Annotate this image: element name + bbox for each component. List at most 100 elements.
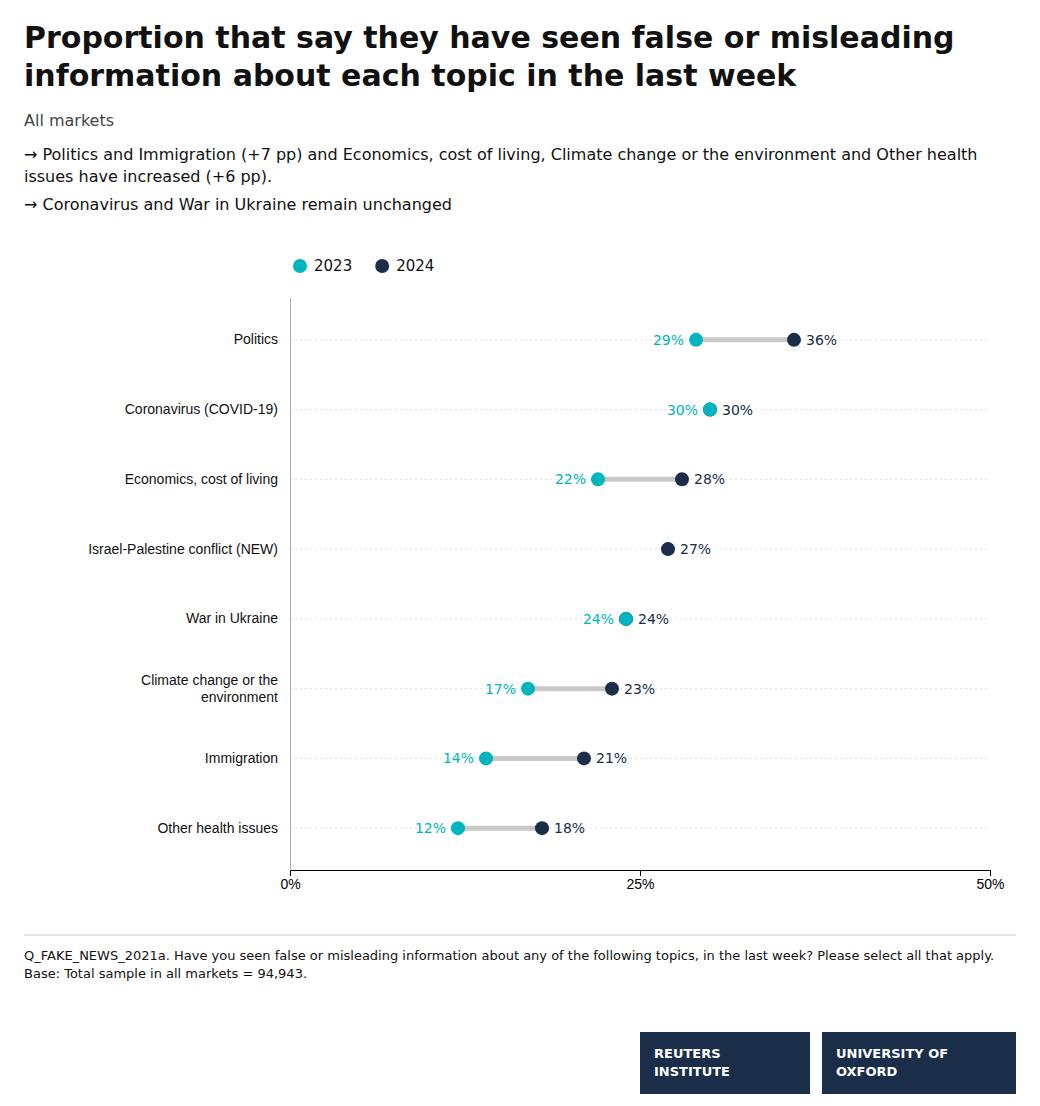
text-line: Climate change or the [141, 672, 278, 688]
data-label: 24% [638, 611, 669, 627]
tick: 0% [280, 870, 300, 892]
dot [619, 612, 633, 626]
text-line: REUTERS [654, 1046, 721, 1061]
y-axis: Politics Coronavirus (COVID-19) Economics,… [88, 299, 290, 871]
text-line: UNIVERSITY OF [836, 1046, 948, 1061]
dot [591, 472, 605, 486]
tick-label: 0% [280, 876, 300, 892]
tick: Economics, cost of living [125, 471, 290, 487]
data-labels: 29% 30% 22% 24% 17% 14% 12% 36% 30% 28% 27% 24% 23% 2… [415, 332, 837, 836]
dot [675, 472, 689, 486]
grid-line [290, 479, 990, 480]
annotation: → Coronavirus and War in Ukraine remain … [24, 195, 452, 214]
dot [703, 403, 717, 417]
dot [451, 821, 465, 835]
data-label: 23% [624, 681, 655, 697]
logo-box [640, 1032, 810, 1094]
tick-label: Immigration [205, 750, 278, 766]
tick-label: Politics [234, 331, 278, 347]
dot [605, 682, 619, 696]
data-label: 22% [555, 471, 586, 487]
dot [787, 333, 801, 347]
legend-item: 2024 [375, 257, 434, 275]
tick: 25% [626, 870, 654, 892]
logo: UNIVERSITY OF OXFORD [822, 1032, 1016, 1094]
data-label: 30% [667, 402, 698, 418]
connector [696, 337, 794, 342]
connector [528, 686, 612, 691]
data-label: 27% [680, 541, 711, 557]
grid-line [290, 828, 990, 829]
legend-label: 2023 [314, 257, 352, 275]
annotation: → Politics and Immigration (+7 pp) and E… [24, 145, 978, 186]
data-label: 28% [694, 471, 725, 487]
connector [458, 826, 542, 831]
logo-text: UNIVERSITY OF OXFORD [836, 1046, 948, 1079]
text-line: Base: Total sample in all markets = 94,9… [24, 966, 307, 981]
tick-label: 25% [626, 876, 654, 892]
tick: Other health issues [157, 820, 290, 836]
tick: Immigration [205, 750, 290, 766]
grid-line [290, 409, 990, 410]
grid-line [290, 549, 990, 550]
text-line: Proportion that say they have seen false… [24, 20, 955, 55]
tick-label: Israel-Palestine conflict (NEW) [88, 541, 278, 557]
dot [521, 682, 535, 696]
dot [689, 333, 703, 347]
tick-label: Other health issues [157, 820, 278, 836]
tick-label: Economics, cost of living [125, 471, 278, 487]
data-label: 24% [583, 611, 614, 627]
data-label: 36% [806, 332, 837, 348]
dot [479, 751, 493, 765]
tick: Climate change or theenvironment [141, 672, 290, 705]
text-line: OXFORD [836, 1064, 898, 1079]
text-line: Q_FAKE_NEWS_2021a. Have you seen false o… [24, 948, 994, 963]
tick: War in Ukraine [186, 610, 290, 626]
data-label: 12% [415, 820, 446, 836]
data-label: 30% [722, 402, 753, 418]
tick: Politics [234, 331, 290, 347]
logo-text: REUTERS INSTITUTE [654, 1046, 730, 1079]
connector [598, 477, 682, 482]
legend: 2023 2024 [293, 257, 434, 275]
marks [451, 333, 801, 835]
tick-label: Coronavirus (COVID-19) [125, 401, 278, 417]
tick: Israel-Palestine conflict (NEW) [88, 541, 290, 557]
text-line: information about each topic in the last… [24, 58, 797, 93]
dot [535, 821, 549, 835]
legend-swatch [375, 259, 389, 273]
axis-line [290, 299, 291, 871]
dot [619, 612, 633, 626]
data-label: 21% [596, 750, 627, 766]
text-line: → Coronavirus and War in Ukraine remain … [24, 195, 452, 214]
data-label: 29% [653, 332, 684, 348]
tick: Coronavirus (COVID-19) [125, 401, 290, 417]
dot [703, 403, 717, 417]
separator [24, 935, 1016, 936]
title: Proportion that say they have seen false… [24, 20, 955, 93]
text-line: INSTITUTE [654, 1064, 730, 1079]
legend-item: 2023 [293, 257, 352, 275]
subtitle: All markets [24, 111, 114, 130]
text-line: environment [201, 689, 278, 705]
data-label: 14% [443, 750, 474, 766]
tick-label: 50% [976, 876, 1004, 892]
logo: REUTERS INSTITUTE [640, 1032, 810, 1094]
grid-line [290, 339, 990, 340]
chart: Proportion that say they have seen false… [0, 0, 1040, 1106]
text-line: → Politics and Immigration (+7 pp) and E… [24, 145, 978, 164]
footnote: Q_FAKE_NEWS_2021a. Have you seen false o… [24, 948, 994, 981]
dot [577, 751, 591, 765]
text-line: issues have increased (+6 pp). [24, 167, 272, 186]
grid-line [290, 758, 990, 759]
tick-label: Climate change or theenvironment [141, 672, 278, 705]
legend-swatch [293, 259, 307, 273]
grid [290, 340, 990, 828]
tick-label: War in Ukraine [186, 610, 278, 626]
legend-label: 2024 [396, 257, 434, 275]
tick: 50% [976, 870, 1004, 892]
data-label: 18% [554, 820, 585, 836]
x-axis: 0% 25% 50% [280, 870, 1004, 892]
data-label: 17% [485, 681, 516, 697]
logo-box [822, 1032, 1016, 1094]
